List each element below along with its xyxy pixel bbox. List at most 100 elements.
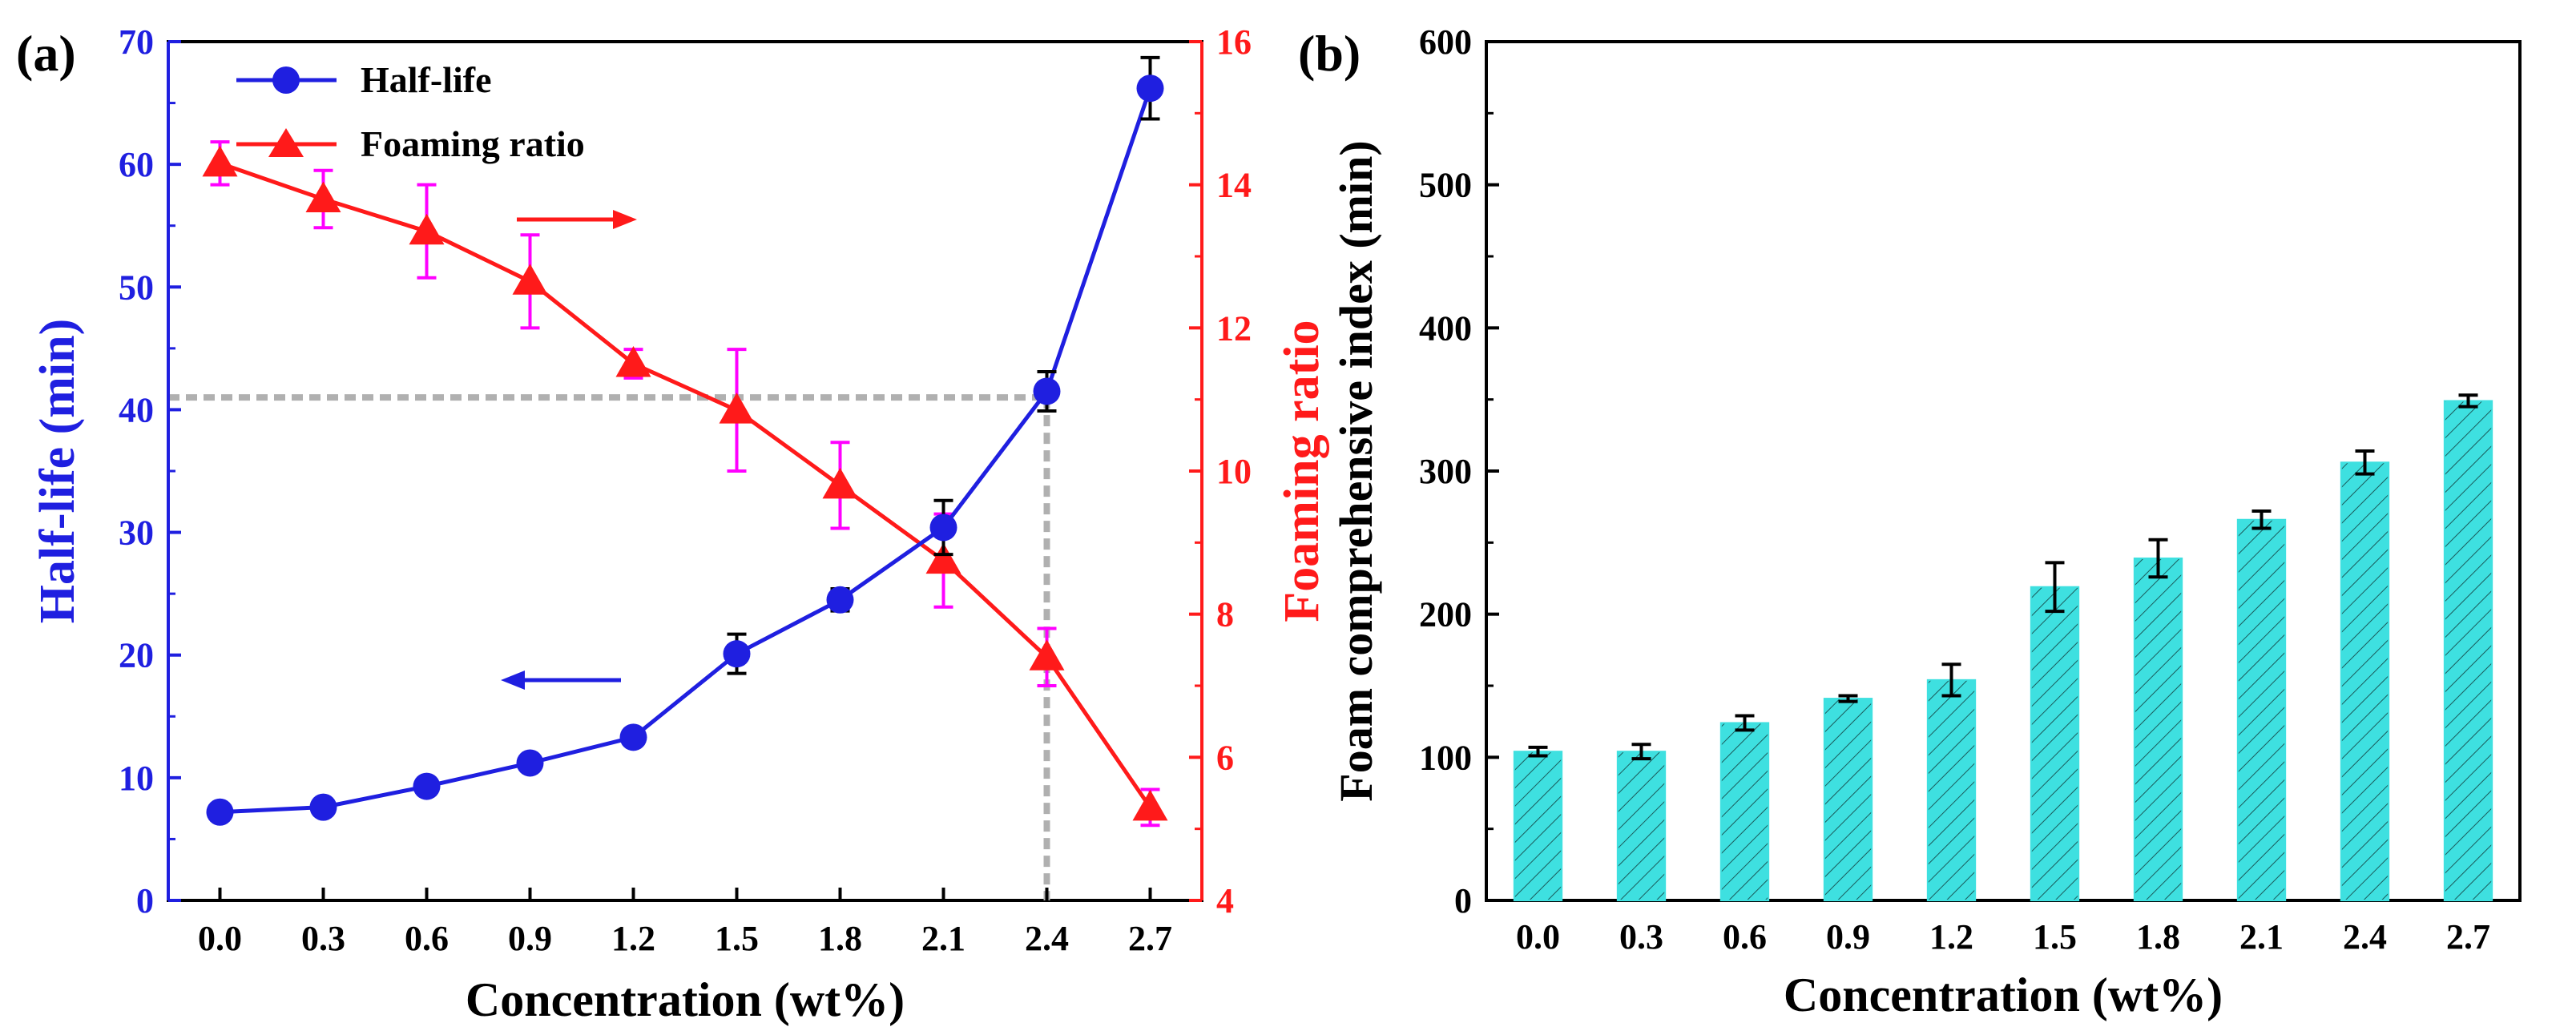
foaming-ratio-point <box>305 181 341 213</box>
panel-b-label: (b) <box>1298 25 1361 82</box>
foaming-ratio-point <box>822 467 858 499</box>
half-life-point <box>206 798 234 826</box>
y-tick-label: 400 <box>1419 308 1472 348</box>
y-tick-label: 0 <box>1454 881 1472 920</box>
bar <box>2443 400 2493 902</box>
panel-a-right-axis-title: Foaming ratio <box>1275 320 1329 622</box>
half-life-point <box>619 723 647 751</box>
left-y-tick-label: 40 <box>119 390 154 429</box>
panel-a-right-arrow <box>517 210 637 229</box>
foaming-ratio-point <box>512 264 548 295</box>
panel-a-series-foaming-ratio <box>202 140 1168 828</box>
right-arrow-icon <box>613 210 637 229</box>
x-tick-label: 0.9 <box>1826 917 1870 956</box>
panel-b: (b) 0.0 0.3 0.6 0.9 1.2 1.5 1.8 2.1 2.4 2.7 0 100 2… <box>1298 22 2522 1021</box>
panel-b-x-axis-title: Concentration (wt%) <box>1784 969 2223 1021</box>
bar <box>2236 518 2287 901</box>
right-y-tick-label: 6 <box>1216 738 1234 777</box>
foaming-ratio-point <box>1132 789 1168 821</box>
right-y-tick-label: 14 <box>1216 166 1252 205</box>
half-life-point <box>516 749 544 777</box>
x-tick-label: 2.1 <box>921 919 965 958</box>
half-life-point <box>929 513 957 542</box>
panel-a: (a) 0.0 0.3 0.6 0.9 1.2 1.5 1.8 2.1 2.4 2.7 0 10 20… <box>16 22 1329 1026</box>
legend-entry-half-life: Half-life <box>236 59 492 100</box>
half-life-point <box>309 793 337 821</box>
panel-a-legend: Half-life Foaming ratio <box>236 59 585 164</box>
foaming-ratio-point <box>1029 639 1065 671</box>
x-tick-label: 0.3 <box>1619 917 1663 956</box>
left-arrow-icon <box>501 671 525 690</box>
legend-half-life-label: Half-life <box>361 59 492 100</box>
panel-a-left-arrow <box>501 671 621 690</box>
foaming-ratio-point <box>719 393 755 424</box>
x-tick-label: 2.7 <box>2446 917 2490 956</box>
x-tick-label: 2.1 <box>2239 917 2284 956</box>
left-y-tick-label: 0 <box>136 881 154 920</box>
panel-a-reference-lines <box>168 394 1050 900</box>
x-tick-label: 1.8 <box>818 919 862 958</box>
x-tick-label: 0.9 <box>508 919 552 958</box>
half-life-point <box>413 772 441 800</box>
x-tick-label: 1.2 <box>1929 917 1973 956</box>
y-tick-label: 600 <box>1419 22 1472 62</box>
right-y-tick-label: 12 <box>1216 308 1252 348</box>
x-tick-label: 1.5 <box>2033 917 2077 956</box>
half-life-point <box>826 586 854 614</box>
foaming-ratio-point <box>925 542 961 574</box>
x-tick-label: 0.0 <box>1516 917 1560 956</box>
right-y-tick-label: 8 <box>1216 595 1234 634</box>
x-tick-label: 2.4 <box>2343 917 2387 956</box>
left-y-tick-label: 60 <box>119 145 154 184</box>
x-tick-label: 2.4 <box>1025 919 1069 958</box>
half-life-point <box>723 640 751 668</box>
bar <box>1823 698 1873 902</box>
y-tick-label: 100 <box>1419 738 1472 777</box>
bar <box>2030 586 2080 901</box>
foaming-ratio-point <box>202 145 238 177</box>
half-life-line <box>220 87 1152 815</box>
legend-circle-marker-icon <box>272 66 300 94</box>
left-y-tick-label: 30 <box>119 513 154 553</box>
foaming-ratio-point <box>615 346 651 377</box>
x-tick-label: 0.0 <box>198 919 242 958</box>
right-y-tick-label: 4 <box>1216 881 1234 920</box>
foaming-ratio-line <box>219 161 1152 809</box>
bar <box>1513 751 1563 901</box>
panel-a-x-axis-title: Concentration (wt%) <box>466 973 905 1026</box>
bar <box>1719 722 1770 901</box>
x-tick-label: 1.5 <box>715 919 759 958</box>
panel-a-x-ticks: 0.0 0.3 0.6 0.9 1.2 1.5 1.8 2.1 2.4 2.7 <box>198 888 1172 958</box>
y-tick-label: 500 <box>1419 166 1472 205</box>
y-tick-label: 200 <box>1419 595 1472 634</box>
x-tick-label: 0.3 <box>301 919 345 958</box>
panel-a-label: (a) <box>16 25 76 82</box>
bar <box>2340 461 2390 901</box>
bar <box>2133 557 2183 902</box>
bar <box>1616 751 1667 901</box>
panel-a-right-y-ticks: 4 6 8 10 12 14 16 <box>1189 22 1252 920</box>
x-tick-label: 2.7 <box>1128 919 1172 958</box>
panel-a-left-axis-title: Half-life (min) <box>30 319 85 624</box>
panel-b-y-ticks: 0 100 200 300 400 500 600 <box>1419 22 1499 920</box>
half-life-point <box>1033 377 1061 405</box>
panel-a-series-half-life <box>206 55 1164 826</box>
legend-foaming-ratio-label: Foaming ratio <box>361 123 585 164</box>
x-tick-label: 1.8 <box>2136 917 2180 956</box>
panel-b-bars <box>1513 393 2493 902</box>
x-tick-label: 1.2 <box>611 919 655 958</box>
foaming-ratio-point <box>409 213 445 245</box>
left-y-tick-label: 10 <box>119 759 154 798</box>
panel-a-left-y-ticks: 0 10 20 30 40 50 60 70 <box>119 22 181 920</box>
right-y-tick-label: 16 <box>1216 22 1252 62</box>
x-tick-label: 0.6 <box>405 919 449 958</box>
panel-b-y-axis-title: Foam comprehensive index (min) <box>1330 140 1382 801</box>
left-y-tick-label: 20 <box>119 636 154 675</box>
right-y-tick-label: 10 <box>1216 452 1252 491</box>
left-y-tick-label: 70 <box>119 22 154 62</box>
y-tick-label: 300 <box>1419 452 1472 491</box>
legend-entry-foaming-ratio: Foaming ratio <box>236 123 585 164</box>
left-y-tick-label: 50 <box>119 268 154 307</box>
half-life-point <box>1136 75 1164 103</box>
